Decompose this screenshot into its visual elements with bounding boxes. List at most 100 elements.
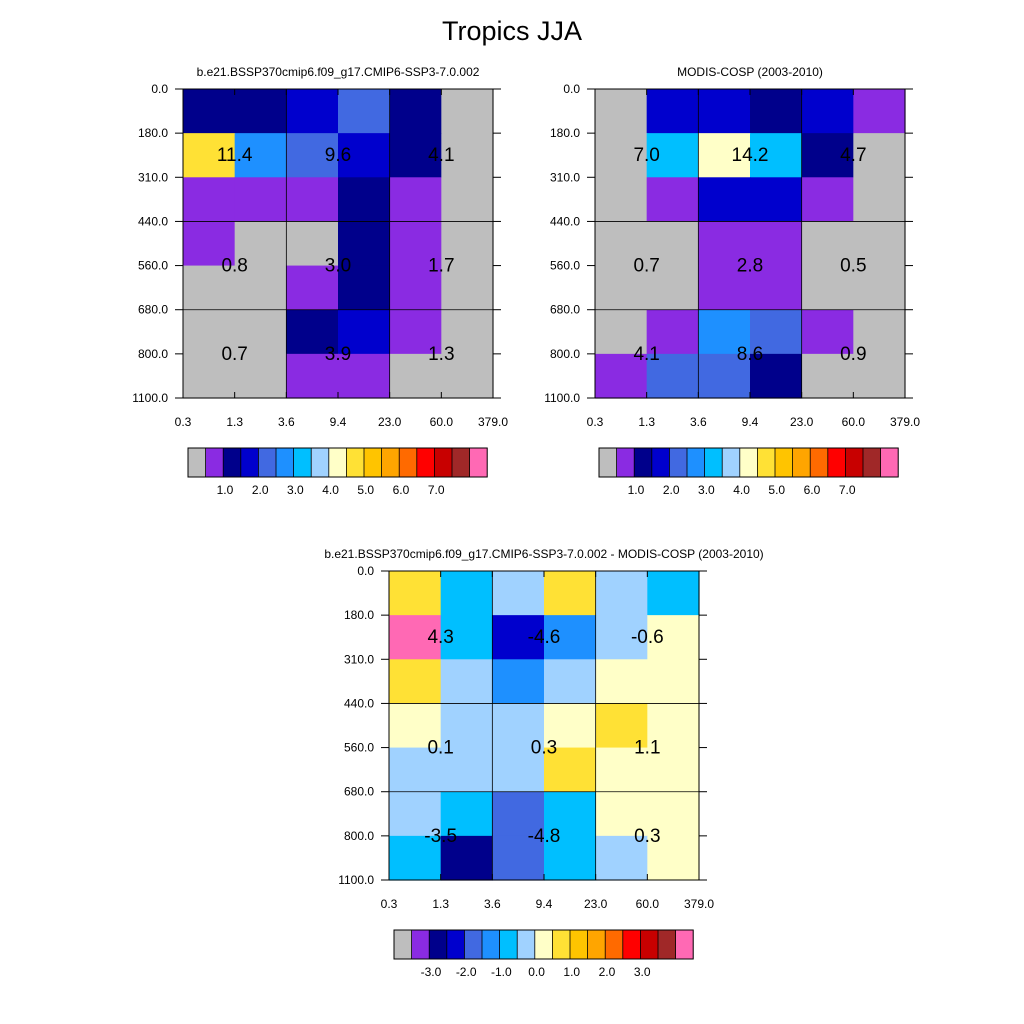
- heatmap-cell: [440, 615, 493, 660]
- heatmap-cell: [492, 615, 545, 660]
- heatmap-cell: [286, 309, 339, 355]
- heatmap-cell: [183, 265, 236, 311]
- x-tick-label: 23.0: [790, 415, 814, 429]
- block-value-label: 4.7: [840, 145, 866, 166]
- heatmap-cell: [698, 353, 751, 399]
- heatmap-cell: [389, 615, 442, 660]
- colorbar-swatch: [775, 448, 793, 477]
- heatmap-cell: [853, 89, 906, 134]
- y-tick-label: 310.0: [344, 652, 374, 666]
- colorbar-label: 6.0: [804, 483, 821, 497]
- heatmap-cell: [338, 89, 391, 134]
- heatmap-cell: [338, 177, 391, 223]
- heatmap-cell: [647, 791, 700, 837]
- heatmap-cell: [646, 221, 699, 267]
- colorbar-frame: [393, 929, 694, 960]
- colorbar-label: 1.0: [563, 965, 580, 979]
- heatmap-cell: [183, 309, 236, 355]
- colorbar-swatch: [827, 448, 846, 477]
- y-tick-label: 440.0: [550, 214, 580, 228]
- heatmap-cell: [595, 835, 648, 881]
- heatmap-cell: [646, 89, 699, 134]
- heatmap-cell: [286, 133, 339, 178]
- block-value-label: 11.4: [217, 145, 253, 166]
- y-tick-label: 800.0: [550, 347, 580, 361]
- heatmap-cell: [595, 265, 648, 311]
- x-tick-label: 60.0: [430, 415, 454, 429]
- x-tick-label: 9.4: [330, 415, 347, 429]
- heatmap-cell: [234, 221, 287, 267]
- heatmap-cell: [441, 353, 494, 399]
- heatmap-cell: [544, 615, 597, 660]
- heatmap-cell: [441, 133, 494, 178]
- x-tick-label: 379.0: [478, 415, 508, 429]
- x-tick-label: 1.3: [432, 897, 449, 911]
- heatmap-cell: [853, 133, 906, 178]
- colorbar-swatch: [416, 448, 435, 477]
- heatmap-cell: [492, 747, 545, 793]
- heatmap-cell: [647, 571, 700, 616]
- heatmap-cell: [492, 791, 545, 837]
- y-tick-label: 0.0: [151, 82, 168, 96]
- colorbar-swatch: [534, 930, 553, 959]
- heatmap-cell: [492, 659, 545, 705]
- colorbar-label: 3.0: [287, 483, 304, 497]
- y-tick-label: 680.0: [550, 303, 580, 317]
- heatmap-cell: [234, 309, 287, 355]
- colorbar-swatch: [739, 448, 758, 477]
- colorbar-swatch: [258, 448, 277, 477]
- colorbar-swatch: [669, 448, 688, 477]
- heatmap-cell: [853, 309, 906, 355]
- block-value-label: 0.1: [427, 738, 453, 759]
- heatmap-cell: [595, 747, 648, 793]
- heatmap-cell: [440, 791, 493, 837]
- y-tick-label: 180.0: [550, 126, 580, 140]
- colorbar-swatch: [599, 448, 617, 477]
- heatmap-cell: [750, 221, 803, 267]
- heatmap-cell: [853, 177, 906, 223]
- x-tick-label: 3.6: [278, 415, 295, 429]
- y-tick-label: 560.0: [344, 741, 374, 755]
- y-tick-label: 440.0: [344, 696, 374, 710]
- block-value-label: -0.6: [631, 627, 664, 648]
- heatmap-cell: [441, 177, 494, 223]
- heatmap-cell: [646, 353, 699, 399]
- x-tick-label: 23.0: [584, 897, 608, 911]
- colorbar-swatch: [687, 448, 705, 477]
- block-value-label: 4.3: [427, 627, 453, 648]
- colorbar-swatch: [810, 448, 829, 477]
- heatmap-cell: [389, 659, 442, 705]
- heatmap-cell: [440, 835, 493, 881]
- heatmap-cell: [389, 309, 442, 355]
- x-tick-label: 60.0: [842, 415, 866, 429]
- x-tick-label: 0.3: [381, 897, 398, 911]
- colorbar-swatch: [411, 930, 430, 959]
- colorbar-label: 7.0: [839, 483, 856, 497]
- y-tick-label: 440.0: [138, 214, 168, 228]
- heatmap-cell: [647, 703, 700, 749]
- colorbar-swatch: [499, 930, 518, 959]
- colorbar-swatch: [658, 930, 676, 959]
- colorbar-label: 6.0: [393, 483, 410, 497]
- block-value-label: 4.1: [633, 344, 659, 365]
- block-value-label: -4.6: [528, 627, 561, 648]
- heatmap-cell: [544, 703, 597, 749]
- panel-title: b.e21.BSSP370cmip6.f09_g17.CMIP6-SSP3-7.…: [197, 65, 480, 79]
- colorbar-swatch: [240, 448, 259, 477]
- heatmap-cell: [646, 177, 699, 223]
- colorbar-swatch: [640, 930, 659, 959]
- heatmap-cell: [750, 309, 803, 355]
- colorbar-swatch: [188, 448, 206, 477]
- heatmap-cell: [544, 571, 597, 616]
- colorbar-swatch: [722, 448, 741, 477]
- block-value-label: 3.9: [325, 344, 351, 365]
- colorbar-swatch: [394, 930, 412, 959]
- block-value-label: 7.0: [633, 145, 659, 166]
- block-value-label: 0.8: [221, 256, 247, 277]
- colorbar-label: 4.0: [733, 483, 750, 497]
- heatmap-cell: [647, 747, 700, 793]
- heatmap-cell: [389, 703, 442, 749]
- colorbar-swatch: [469, 448, 488, 477]
- colorbar-swatch: [587, 930, 606, 959]
- y-tick-label: 310.0: [138, 170, 168, 184]
